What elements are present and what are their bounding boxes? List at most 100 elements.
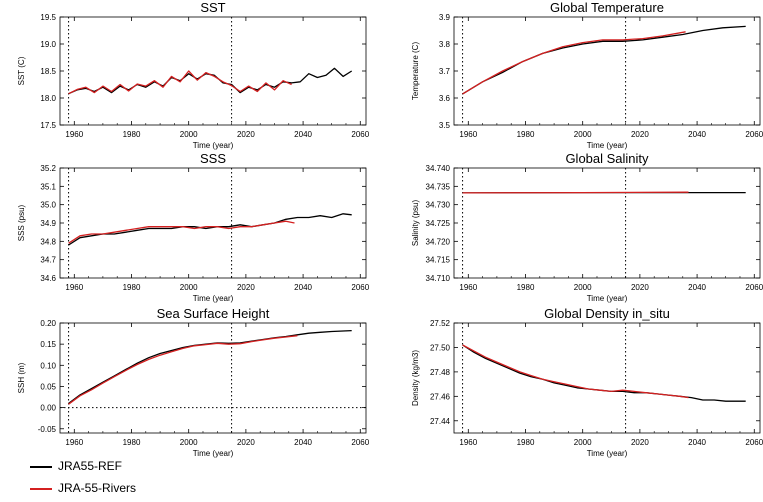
series-line-ref bbox=[463, 26, 746, 94]
y-tick-label: 3.8 bbox=[439, 40, 451, 49]
x-tick-label: 1980 bbox=[517, 438, 535, 447]
y-tick-label: 0.00 bbox=[40, 404, 56, 413]
y-tick-label: 34.7 bbox=[40, 256, 56, 265]
x-tick-label: 1980 bbox=[517, 130, 535, 139]
y-tick-label: 3.9 bbox=[439, 13, 451, 22]
x-tick-label: 2020 bbox=[631, 130, 649, 139]
y-tick-label: 35.1 bbox=[40, 182, 56, 191]
x-tick-label: 2000 bbox=[574, 438, 592, 447]
legend-swatch-rivers bbox=[30, 488, 52, 490]
y-tick-label: -0.05 bbox=[38, 425, 57, 434]
x-tick-label: 1980 bbox=[517, 283, 535, 292]
x-tick-label: 2060 bbox=[745, 438, 763, 447]
x-tick-label: 2060 bbox=[351, 283, 369, 292]
x-tick-label: 2040 bbox=[294, 283, 312, 292]
x-tick-label: 2000 bbox=[180, 130, 198, 139]
y-tick-label: 34.8 bbox=[40, 237, 56, 246]
chart-title: Global Density in_situ bbox=[544, 306, 670, 321]
series-line-rivers bbox=[69, 336, 298, 405]
x-tick-label: 2060 bbox=[351, 130, 369, 139]
y-tick-label: 27.50 bbox=[430, 343, 451, 352]
plot-frame bbox=[60, 17, 366, 125]
y-tick-label: 27.48 bbox=[430, 368, 451, 377]
x-tick-label: 1980 bbox=[123, 130, 141, 139]
y-tick-label: 34.725 bbox=[426, 219, 451, 228]
chart-panel-1: SST 1960 1980 2000 2020 2040 2060 Time (year) 17… bbox=[17, 0, 370, 150]
x-tick-label: 2020 bbox=[631, 283, 649, 292]
x-tick-label: 2000 bbox=[574, 283, 592, 292]
y-tick-label: 27.44 bbox=[430, 417, 451, 426]
y-tick-label: 34.9 bbox=[40, 219, 56, 228]
x-tick-label: 2020 bbox=[631, 438, 649, 447]
x-tick-label: 1960 bbox=[65, 438, 83, 447]
x-axis-label: Time (year) bbox=[193, 141, 234, 150]
y-tick-label: 34.710 bbox=[426, 274, 451, 283]
y-tick-label: 34.730 bbox=[426, 201, 451, 210]
x-tick-label: 2040 bbox=[688, 438, 706, 447]
y-tick-label: 17.5 bbox=[40, 121, 56, 130]
x-tick-label: 2000 bbox=[574, 130, 592, 139]
plot-frame bbox=[60, 168, 366, 278]
chart-title: Sea Surface Height bbox=[157, 306, 270, 321]
y-axis-label: Density (kg/m3) bbox=[411, 350, 420, 406]
x-tick-label: 2020 bbox=[237, 283, 255, 292]
x-tick-label: 2020 bbox=[237, 438, 255, 447]
series-line-ref bbox=[69, 68, 352, 93]
y-axis-label: SSS (psu) bbox=[17, 204, 26, 241]
chart-title: SST bbox=[200, 0, 225, 15]
y-tick-label: 34.6 bbox=[40, 274, 56, 283]
y-tick-label: 34.735 bbox=[426, 182, 451, 191]
legend-label-rivers: JRA-55-Rivers bbox=[58, 480, 136, 496]
x-tick-label: 1960 bbox=[459, 130, 477, 139]
x-tick-label: 1960 bbox=[459, 438, 477, 447]
x-tick-label: 2060 bbox=[351, 438, 369, 447]
series-line-ref bbox=[69, 214, 352, 245]
y-axis-label: SSH (m) bbox=[17, 362, 26, 393]
series-line-ref bbox=[69, 331, 352, 404]
x-tick-label: 2060 bbox=[745, 283, 763, 292]
x-tick-label: 1980 bbox=[123, 283, 141, 292]
y-tick-label: 27.52 bbox=[430, 319, 451, 328]
y-tick-label: 35.0 bbox=[40, 201, 56, 210]
legend-swatch-ref bbox=[30, 466, 52, 468]
x-tick-label: 1980 bbox=[123, 438, 141, 447]
y-tick-label: 0.05 bbox=[40, 382, 56, 391]
y-tick-label: 27.46 bbox=[430, 392, 451, 401]
x-tick-label: 1960 bbox=[65, 283, 83, 292]
y-axis-label: Salinity (psu) bbox=[411, 200, 420, 247]
x-tick-label: 2020 bbox=[237, 130, 255, 139]
plot-frame bbox=[454, 17, 760, 125]
y-tick-label: 34.720 bbox=[426, 237, 451, 246]
y-tick-label: 0.20 bbox=[40, 319, 56, 328]
series-line-rivers bbox=[69, 71, 292, 94]
series-line-ref bbox=[463, 345, 746, 401]
x-axis-label: Time (year) bbox=[193, 294, 234, 303]
y-tick-label: 18.0 bbox=[40, 94, 56, 103]
y-tick-label: 19.0 bbox=[40, 40, 56, 49]
y-tick-label: 0.15 bbox=[40, 340, 56, 349]
legend-label-ref: JRA55-REF bbox=[58, 458, 122, 474]
y-tick-label: 3.7 bbox=[439, 67, 451, 76]
plot-frame bbox=[454, 168, 760, 278]
y-axis-label: SST (C) bbox=[17, 56, 26, 85]
y-tick-label: 19.5 bbox=[40, 13, 56, 22]
x-tick-label: 1960 bbox=[65, 130, 83, 139]
plot-frame bbox=[60, 323, 366, 433]
x-tick-label: 2040 bbox=[688, 283, 706, 292]
series-line-rivers bbox=[463, 32, 686, 94]
y-tick-label: 3.5 bbox=[439, 121, 451, 130]
plot-frame bbox=[454, 323, 760, 433]
chart-title: SSS bbox=[200, 151, 226, 166]
series-line-rivers bbox=[463, 192, 689, 193]
x-tick-label: 2040 bbox=[294, 130, 312, 139]
x-axis-label: Time (year) bbox=[587, 449, 628, 458]
y-tick-label: 35.2 bbox=[40, 164, 56, 173]
y-tick-label: 18.5 bbox=[40, 67, 56, 76]
y-axis-label: Temperature (C) bbox=[411, 42, 420, 101]
x-tick-label: 2060 bbox=[745, 130, 763, 139]
